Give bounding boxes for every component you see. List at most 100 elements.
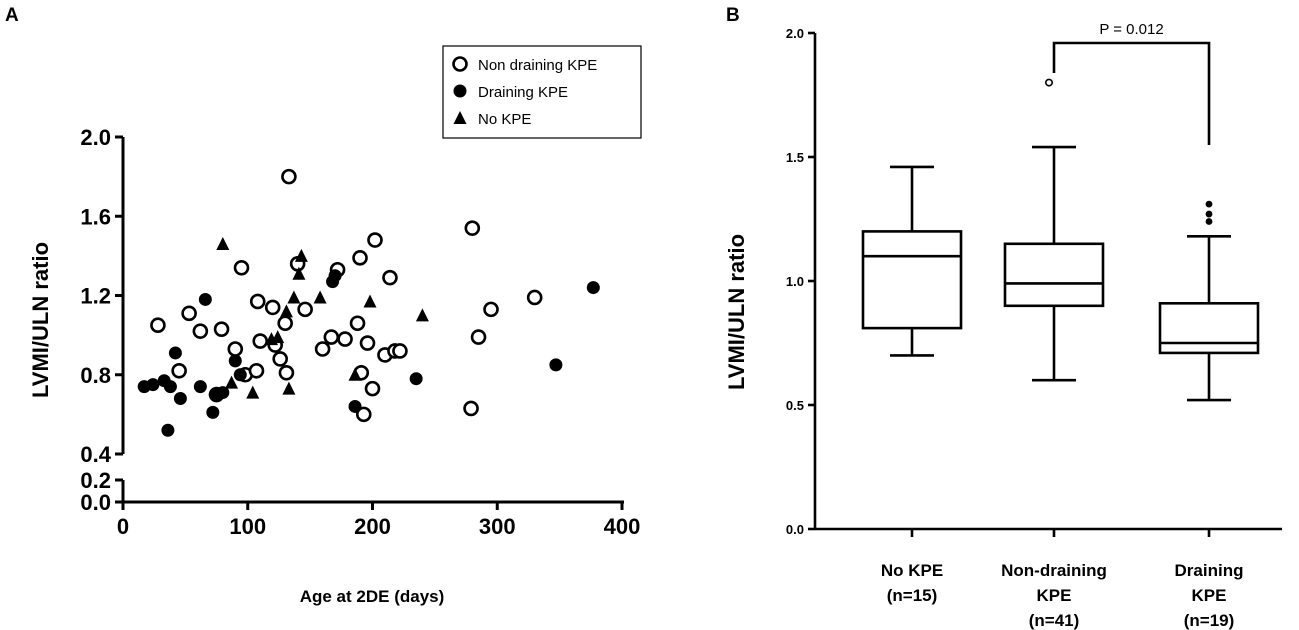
- y-tick-label: 1.0: [786, 274, 804, 289]
- data-point: [355, 406, 372, 423]
- data-point: [233, 259, 250, 276]
- scatter-panel: 0 100 200 300 400 0.00.20.4 0.8 1.2 1.6 2.0 Age at…: [28, 45, 642, 606]
- y-tick-label: 2.0: [80, 125, 111, 150]
- data-point: [297, 301, 313, 318]
- category-label: (n=15): [887, 586, 938, 605]
- data-point: [463, 400, 479, 417]
- p-value-label: P = 0.012: [1099, 21, 1163, 38]
- data-point: [233, 368, 247, 382]
- data-point: [171, 362, 187, 379]
- x-tick-label: 400: [604, 514, 641, 539]
- data-point: [227, 341, 244, 357]
- data-point: [216, 386, 230, 400]
- data-point: [549, 358, 563, 372]
- data-point: [264, 299, 281, 316]
- data-point: [314, 341, 331, 357]
- data-point: [252, 333, 269, 349]
- y-tick-label: 0.0: [80, 490, 111, 515]
- data-point: [337, 331, 353, 347]
- data-point: [228, 354, 242, 368]
- data-point: [367, 232, 383, 248]
- data-point: [193, 380, 207, 394]
- data-point: [272, 351, 288, 367]
- data-point: [206, 405, 220, 419]
- category-label: (n=19): [1184, 611, 1235, 630]
- data-point: [271, 330, 285, 344]
- y-tick-label: 1.2: [80, 284, 111, 309]
- y-axis-label: LVMI/ULN ratio: [724, 234, 749, 390]
- legend-label: Draining KPE: [478, 84, 568, 101]
- x-axis-label: Age at 2DE (days): [300, 587, 445, 606]
- outlier-point: [1045, 78, 1054, 87]
- data-point: [181, 305, 197, 322]
- data-point: [248, 362, 265, 379]
- x-tick-label: 300: [479, 514, 516, 539]
- data-point: [359, 335, 376, 351]
- legend-label: Non draining KPE: [478, 57, 597, 74]
- data-point: [192, 323, 209, 339]
- box: [1003, 242, 1105, 308]
- data-point: [277, 315, 293, 332]
- legend-marker: [453, 111, 467, 124]
- legend-label: No KPE: [478, 111, 531, 128]
- data-point: [146, 378, 160, 392]
- data-point: [348, 399, 362, 413]
- data-point: [526, 289, 543, 306]
- outlier-point: [1205, 218, 1213, 225]
- y-tick-label: 0.2: [80, 468, 111, 493]
- data-point: [173, 392, 187, 406]
- data-point: [415, 308, 429, 322]
- data-point: [249, 293, 266, 310]
- panel-label-b: B: [726, 5, 740, 26]
- data-point: [348, 367, 362, 381]
- legend-marker: [453, 84, 467, 98]
- x-tick-label: 100: [229, 514, 266, 539]
- data-point: [483, 301, 499, 318]
- category-label: KPE: [1192, 586, 1227, 605]
- x-tick-label: 0: [117, 514, 129, 539]
- data-point: [287, 290, 301, 304]
- data-point: [464, 220, 481, 236]
- category-label: (n=41): [1029, 611, 1080, 630]
- y-tick-label: 0.0: [786, 522, 804, 537]
- box: [861, 230, 963, 330]
- data-point: [364, 380, 381, 397]
- legend-marker: [452, 56, 468, 72]
- category-label: Draining: [1175, 561, 1244, 580]
- data-point: [225, 375, 239, 389]
- y-tick-label: 1.5: [786, 150, 804, 165]
- data-point: [313, 290, 327, 304]
- legend-box: [442, 45, 642, 139]
- data-point: [278, 364, 295, 381]
- data-point: [246, 385, 260, 399]
- data-point: [161, 423, 175, 437]
- data-point: [392, 343, 408, 359]
- data-point: [409, 372, 423, 386]
- data-point: [470, 329, 487, 345]
- outlier-point: [1205, 210, 1213, 218]
- data-point: [150, 317, 166, 334]
- data-point: [382, 269, 398, 286]
- data-point: [352, 250, 368, 266]
- significance-bracket: [1052, 41, 1211, 145]
- data-point: [279, 304, 293, 318]
- y-axis-label: LVMI/ULN ratio: [28, 242, 53, 398]
- data-point: [349, 315, 366, 332]
- data-point: [294, 248, 308, 262]
- data-point: [216, 236, 230, 250]
- data-point: [198, 292, 212, 306]
- panel-label-a: A: [5, 5, 19, 26]
- y-tick-label: 0.4: [80, 442, 111, 467]
- x-tick-label: 200: [354, 514, 391, 539]
- y-tick-label: 0.8: [80, 363, 111, 388]
- data-point: [281, 168, 297, 185]
- data-point: [168, 346, 182, 360]
- data-point: [328, 269, 342, 283]
- data-point: [363, 294, 377, 308]
- y-tick-label: 2.0: [786, 26, 804, 41]
- data-point: [213, 321, 230, 337]
- box: [1158, 302, 1260, 355]
- data-point: [292, 266, 306, 280]
- category-label: No KPE: [881, 561, 943, 580]
